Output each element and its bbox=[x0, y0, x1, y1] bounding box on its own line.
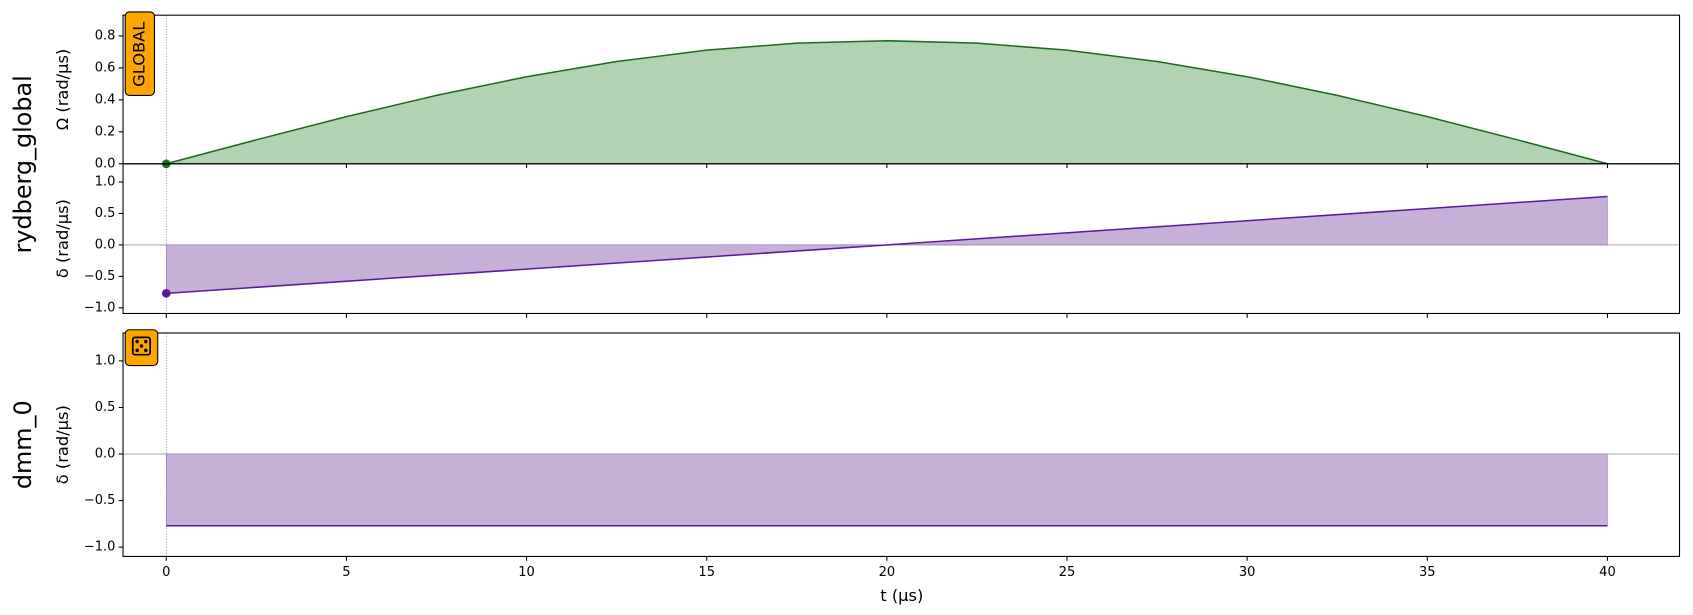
x-tick-label: 15 bbox=[698, 565, 715, 580]
y-tick-label: 1.0 bbox=[95, 175, 116, 190]
y-tick-label: 0.0 bbox=[95, 156, 116, 171]
global-badge: GLOBAL bbox=[124, 11, 156, 96]
channel-label: rydberg_global bbox=[9, 75, 37, 253]
series-line bbox=[166, 195, 1608, 295]
y-axis-label: δ (rad/µs) bbox=[53, 405, 72, 484]
channel-label: dmm_0 bbox=[9, 400, 37, 489]
x-tick-label: 35 bbox=[1419, 565, 1436, 580]
x-tick-label: 0 bbox=[162, 565, 170, 580]
x-tick-label: 30 bbox=[1239, 565, 1256, 580]
y-tick-label: −0.5 bbox=[84, 493, 116, 508]
y-tick-label: 0.0 bbox=[95, 237, 116, 252]
x-tick-label: 40 bbox=[1599, 565, 1616, 580]
start-point bbox=[161, 289, 171, 298]
axes-frame bbox=[122, 163, 1681, 315]
y-tick-label: 0.5 bbox=[95, 206, 116, 221]
y-tick-label: 0.6 bbox=[95, 60, 116, 75]
y-tick-label: 0.2 bbox=[95, 124, 116, 139]
y-tick-label: −0.5 bbox=[84, 269, 116, 284]
axes-frame bbox=[122, 332, 1681, 557]
x-tick-label: 10 bbox=[518, 565, 535, 580]
y-axis-label: δ (rad/µs) bbox=[53, 199, 72, 278]
plots: 0.0 0.2 0.4 0.6 0.8 Ω (rad/µs) −1.0 −0.5 0.0 0.5 1… bbox=[9, 14, 1681, 580]
badge-label: GLOBAL bbox=[129, 22, 148, 87]
y-tick-label: 0.5 bbox=[95, 400, 116, 415]
x-tick-label: 5 bbox=[342, 565, 350, 580]
dice-dots bbox=[135, 339, 148, 353]
series-line bbox=[166, 39, 1608, 165]
x-tick-label: 20 bbox=[879, 565, 896, 580]
panel: 0.0 0.2 0.4 0.6 0.8 Ω (rad/µs) bbox=[53, 14, 1681, 171]
y-tick-label: 1.0 bbox=[95, 353, 116, 368]
y-tick-label: −1.0 bbox=[84, 300, 116, 315]
y-axis-label: Ω (rad/µs) bbox=[53, 49, 72, 131]
x-axis-label: t (μs) bbox=[880, 586, 923, 605]
panel: −1.0 −0.5 0.0 0.5 1.0 δ (rad/µs) bbox=[53, 163, 1681, 318]
dice-icon bbox=[131, 336, 152, 356]
y-tick-label: −1.0 bbox=[84, 540, 116, 555]
y-tick-label: 0.0 bbox=[95, 447, 116, 462]
area-fill bbox=[165, 453, 1608, 526]
x-tick-label: 25 bbox=[1059, 565, 1076, 580]
y-tick-label: 0.4 bbox=[95, 92, 116, 107]
badge-box bbox=[124, 11, 156, 96]
panel: −1.0 −0.5 0.0 0.5 1.0 0 5 10 15 20 25 30 35 40 δ (rad/… bbox=[53, 332, 1681, 580]
y-tick-label: 0.8 bbox=[95, 28, 116, 43]
area-fill bbox=[166, 40, 1608, 165]
dmm-badge bbox=[124, 329, 159, 367]
